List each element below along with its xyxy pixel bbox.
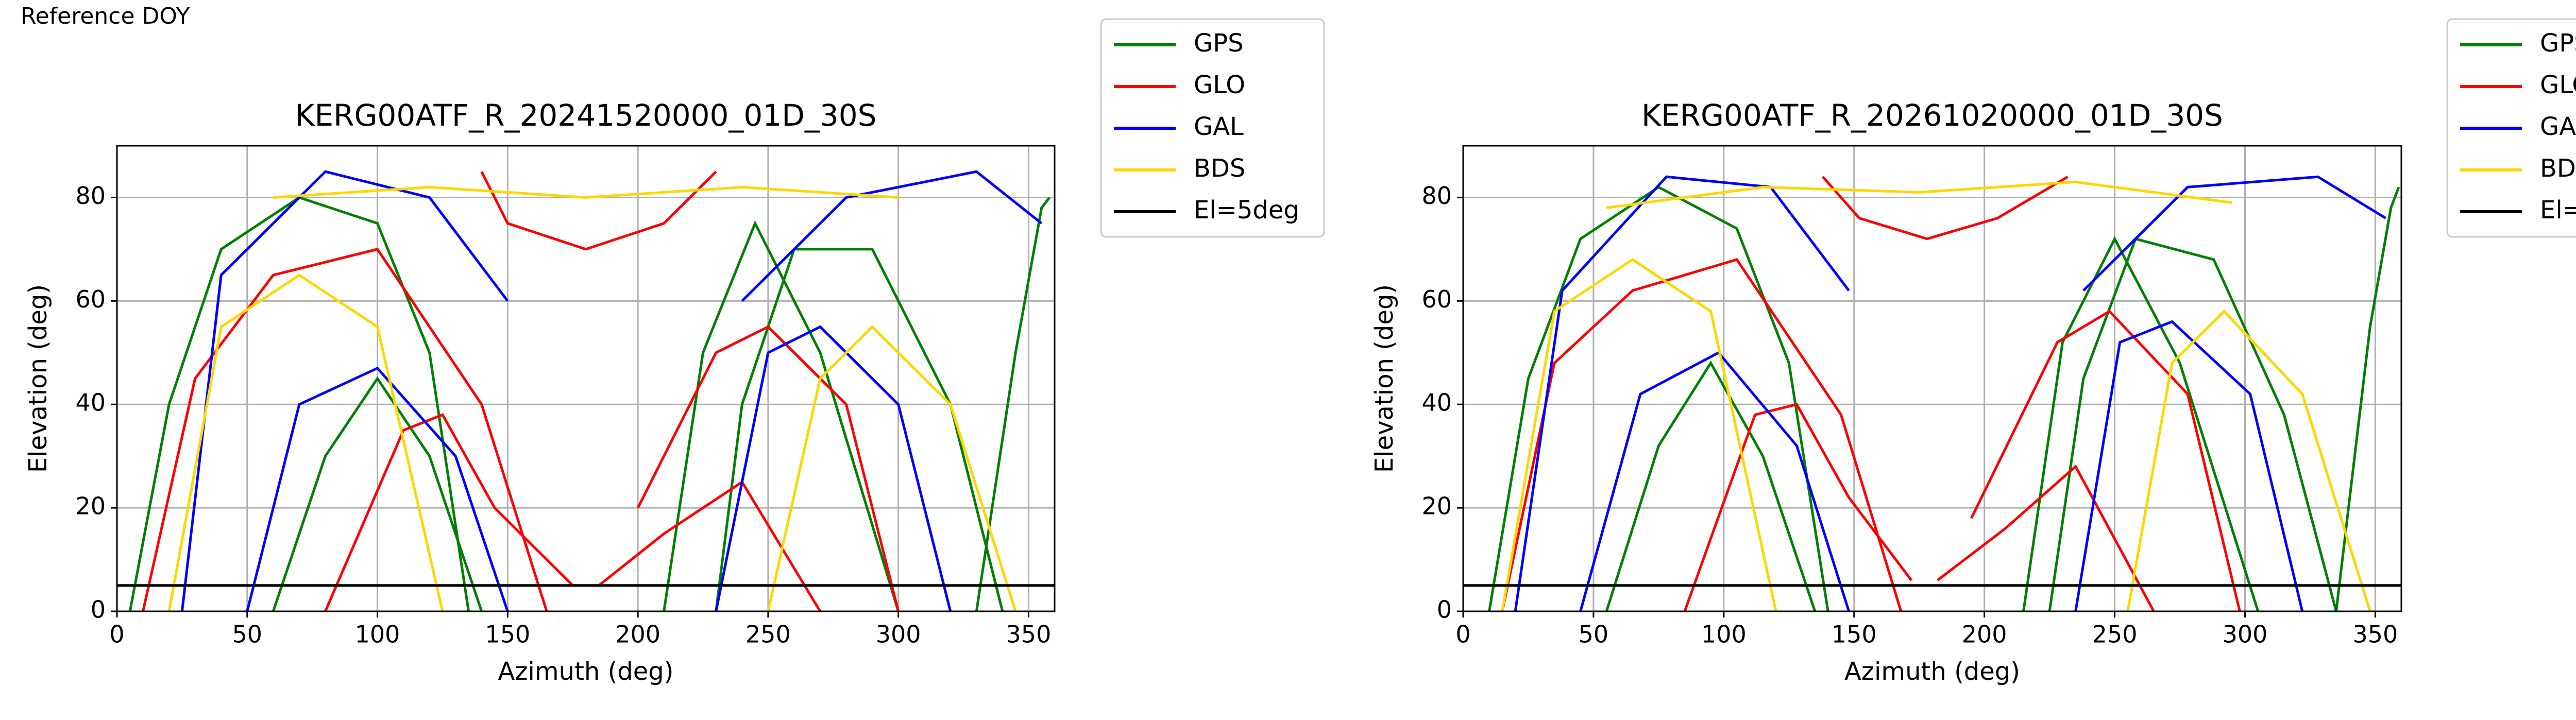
y-tick-label: 80: [75, 182, 106, 210]
track: [2022, 236, 2260, 611]
track: [2335, 186, 2400, 611]
x-axis-label: Azimuth (deg): [498, 657, 674, 686]
track: [1683, 403, 1913, 611]
x-tick-label: 100: [1701, 621, 1747, 648]
y-tick-label: 60: [1421, 285, 1452, 313]
y-tick-label: 60: [75, 285, 106, 313]
x-tick-label: 0: [109, 621, 124, 648]
track: [2082, 175, 2386, 292]
legend-label: BDS: [2540, 154, 2576, 183]
plot-area: [1463, 175, 2401, 611]
y-tick-label: 0: [91, 596, 106, 624]
y-tick-label: 0: [1437, 596, 1452, 624]
chart-title: KERG00ATF_R_20241520000_01D_30S: [295, 98, 877, 133]
x-tick-label: 350: [1006, 621, 1052, 648]
y-tick-label: 80: [1421, 182, 1452, 210]
track: [741, 170, 1043, 302]
track: [272, 376, 483, 611]
legend-label: GAL: [1194, 112, 1244, 141]
x-axis-label: Azimuth (deg): [1844, 657, 2020, 686]
x-tick-label: 150: [485, 621, 530, 648]
track: [1514, 175, 1850, 611]
track: [1501, 258, 1777, 611]
axes-frame: [1462, 145, 2402, 612]
y-tick-label: 20: [75, 492, 106, 520]
track: [2074, 320, 2304, 611]
y-tick-label: 40: [75, 389, 106, 417]
track: [1822, 176, 2069, 241]
figure-label: Reference DOY: [21, 3, 190, 29]
chart: KERG00ATF_R_20261020000_01D_30S 0 50 100 150…: [1370, 18, 2576, 686]
y-axis-label: Elevation (deg): [24, 284, 53, 473]
track: [1605, 360, 1817, 611]
x-tick-label: 150: [1832, 621, 1877, 648]
track: [715, 325, 952, 611]
x-tick-label: 0: [1455, 621, 1470, 648]
x-tick-label: 200: [615, 621, 660, 648]
track: [975, 196, 1050, 611]
y-axis-label: Elevation (deg): [1370, 284, 1399, 473]
track: [2048, 237, 2337, 611]
legend-label: GAL: [2540, 112, 2576, 141]
track: [1606, 180, 2232, 210]
track: [1937, 464, 2155, 611]
track: [273, 185, 899, 199]
x-tick-label: 200: [1962, 621, 2007, 648]
track: [598, 480, 822, 611]
legend-label: GPS: [2540, 29, 2576, 58]
x-tick-label: 300: [2223, 621, 2268, 648]
track: [1579, 351, 1851, 611]
plot-area: [117, 170, 1055, 611]
track: [324, 413, 574, 611]
track: [180, 170, 509, 611]
track: [142, 248, 548, 611]
x-tick-label: 100: [355, 621, 400, 648]
track: [715, 248, 1004, 611]
legend-label: BDS: [1194, 154, 1245, 183]
x-tick-label: 300: [876, 621, 921, 648]
track: [480, 170, 717, 251]
legend-box: [1100, 18, 1325, 238]
legend-label: GLO: [2540, 71, 2576, 99]
legend-label: El=5deg: [1194, 196, 1299, 225]
track: [2126, 309, 2371, 611]
y-tick-label: 40: [1421, 389, 1452, 417]
track: [246, 366, 509, 611]
x-tick-label: 50: [232, 621, 263, 648]
track: [1970, 310, 2241, 611]
x-tick-label: 50: [1579, 621, 1609, 648]
x-tick-label: 350: [2353, 621, 2398, 648]
legend-label: El=5deg: [2540, 196, 2576, 225]
chart: KERG00ATF_R_20241520000_01D_30S 0 50 100 150…: [24, 18, 1325, 686]
legend-label: GLO: [1194, 71, 1245, 99]
x-tick-label: 250: [745, 621, 791, 648]
x-tick-label: 250: [2092, 621, 2138, 648]
track: [636, 325, 900, 611]
axes-frame: [116, 145, 1056, 612]
y-tick-label: 20: [1421, 492, 1452, 520]
track: [167, 273, 444, 611]
legend-label: GPS: [1194, 29, 1244, 58]
track: [1501, 258, 1903, 611]
track: [767, 325, 1017, 611]
track: [663, 220, 900, 611]
chart-title: KERG00ATF_R_20261020000_01D_30S: [1641, 98, 2223, 133]
